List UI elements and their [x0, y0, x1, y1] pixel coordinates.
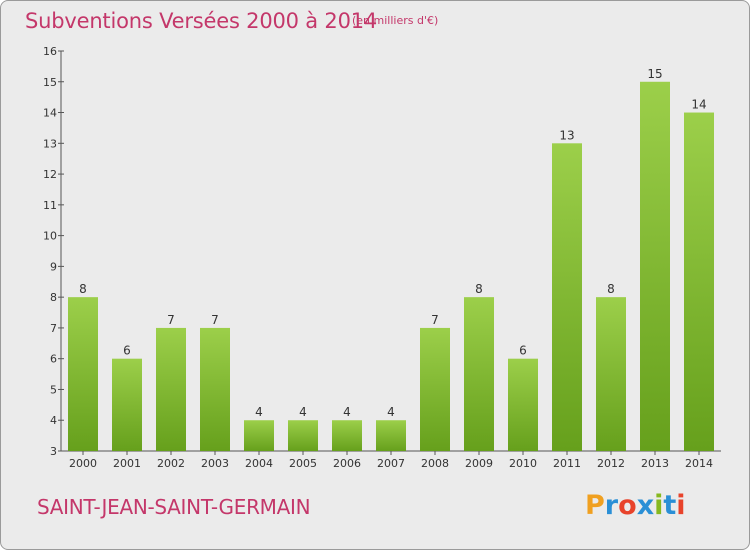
logo-letter: x	[636, 490, 655, 521]
bar-2002	[156, 327, 186, 451]
logo-letter: i	[676, 490, 686, 521]
bar-2009	[464, 297, 494, 451]
data-label-2004: 4	[255, 405, 263, 419]
bar-2008	[420, 327, 450, 451]
y-tick-label: 13	[43, 137, 57, 150]
y-tick-label: 8	[50, 291, 57, 304]
y-tick-label: 16	[43, 45, 57, 58]
y-tick-label: 4	[50, 414, 57, 427]
y-tick-label: 6	[50, 353, 57, 366]
data-label-2001: 6	[123, 344, 131, 358]
x-tick-label-2000: 2000	[69, 457, 97, 470]
x-tick-label-2010: 2010	[509, 457, 537, 470]
logo-letter: t	[663, 490, 677, 521]
data-label-2002: 7	[167, 313, 175, 327]
y-tick-label: 10	[43, 230, 57, 243]
y-tick-label: 11	[43, 199, 57, 212]
logo-letter: o	[618, 490, 637, 521]
y-tick-label: 15	[43, 76, 57, 89]
data-label-2014: 14	[691, 98, 706, 112]
x-tick-label-2003: 2003	[201, 457, 229, 470]
logo-letter: i	[654, 490, 664, 521]
bar-2007	[376, 420, 406, 451]
logo-letter: P	[585, 490, 605, 521]
y-tick-label: 5	[50, 383, 57, 396]
bar-2010	[508, 358, 538, 451]
data-label-2010: 6	[519, 344, 527, 358]
data-label-2008: 7	[431, 313, 439, 327]
x-tick-label-2007: 2007	[377, 457, 405, 470]
x-tick-label-2011: 2011	[553, 457, 581, 470]
data-label-2000: 8	[79, 282, 87, 296]
chart-subtitle: (en milliers d'€)	[352, 14, 439, 27]
logo-letter: r	[604, 490, 619, 521]
x-tick-label-2002: 2002	[157, 457, 185, 470]
x-tick-label-2001: 2001	[113, 457, 141, 470]
x-tick-label-2009: 2009	[465, 457, 493, 470]
bar-2005	[288, 420, 318, 451]
bar-2012	[596, 297, 626, 451]
bar-2011	[552, 143, 582, 452]
bar-2006	[332, 420, 362, 451]
commune-name: SAINT-JEAN-SAINT-GERMAIN	[37, 495, 311, 519]
x-tick-label-2008: 2008	[421, 457, 449, 470]
chart-title: Subventions Versées 2000 à 2014	[25, 9, 378, 33]
data-label-2007: 4	[387, 405, 395, 419]
data-label-2006: 4	[343, 405, 351, 419]
chart-data-labels: 8 6 7 7 4 4 4 4 7 8 6 13 8 15 14	[79, 67, 706, 419]
data-label-2012: 8	[607, 282, 615, 296]
y-tick-label: 12	[43, 168, 57, 181]
bar-2003	[200, 327, 230, 451]
bar-2013	[640, 81, 670, 452]
bar-2004	[244, 420, 274, 451]
y-tick-label: 7	[50, 322, 57, 335]
y-tick-label: 9	[50, 260, 57, 273]
x-tick-label-2013: 2013	[641, 457, 669, 470]
data-label-2011: 13	[559, 128, 574, 142]
x-tick-label-2006: 2006	[333, 457, 361, 470]
bar-2000	[68, 297, 98, 451]
x-tick-label-2012: 2012	[597, 457, 625, 470]
chart-axes: 3 4 5 6 7 8 9 10 11 12 13 14 15 16 2000 2001 2002 2003 200…	[43, 45, 721, 470]
x-tick-label-2014: 2014	[685, 457, 713, 470]
chart-bars	[68, 81, 714, 452]
bar-2001	[112, 358, 142, 451]
data-label-2003: 7	[211, 313, 219, 327]
data-label-2005: 4	[299, 405, 307, 419]
data-label-2009: 8	[475, 282, 483, 296]
bar-2014	[684, 112, 714, 452]
x-tick-label-2004: 2004	[245, 457, 273, 470]
y-tick-label: 14	[43, 107, 57, 120]
data-label-2013: 15	[647, 67, 662, 81]
y-tick-label: 3	[50, 445, 57, 458]
proxiti-logo[interactable]: Proxiti	[585, 490, 686, 521]
x-tick-label-2005: 2005	[289, 457, 317, 470]
